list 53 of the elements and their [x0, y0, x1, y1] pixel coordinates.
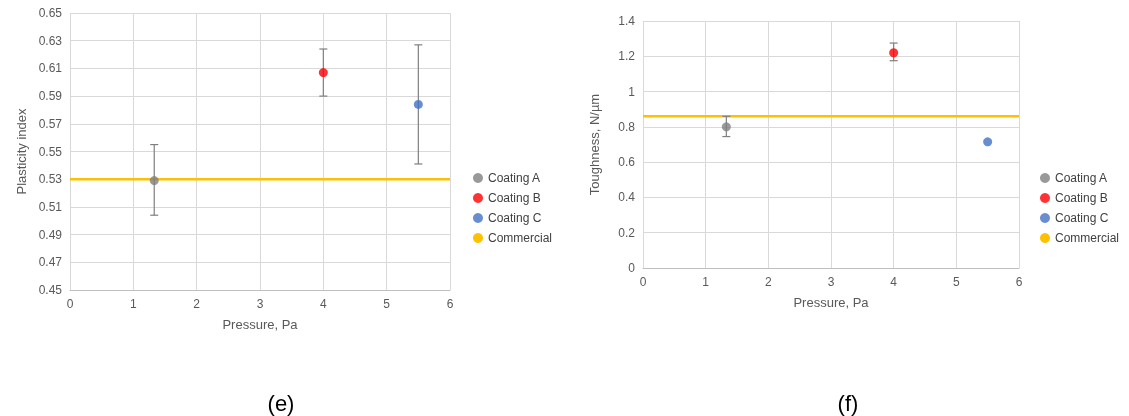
legend-label: Coating C: [487, 211, 542, 225]
y-tick-label: 0.51: [38, 199, 63, 214]
point: [983, 137, 993, 147]
legend-label: Commercial: [487, 231, 553, 245]
y-tick-label: 0.65: [38, 6, 63, 20]
legend-label: Coating A: [487, 171, 541, 185]
y-tick-label: 1.4: [618, 14, 636, 28]
x-axis-title: Pressure, Pa: [793, 295, 870, 310]
legend-label: Coating A: [1054, 171, 1108, 185]
point: [149, 176, 159, 186]
point: [889, 48, 899, 58]
y-tick-label: 0.6: [618, 155, 636, 170]
y-tick-label: 0.53: [38, 172, 63, 187]
x-tick-label: 0: [639, 275, 647, 289]
y-tick-label: 1.2: [618, 49, 636, 64]
x-tick-label: 4: [319, 297, 327, 311]
legend-label: Commercial: [1054, 231, 1120, 245]
legend-label: Coating C: [1054, 211, 1109, 225]
y-tick-label: 0: [628, 261, 636, 275]
x-tick-label: 3: [827, 275, 835, 289]
y-tick-label: 0.57: [38, 116, 63, 131]
legend-label: Coating B: [1054, 191, 1108, 205]
x-tick-label: 1: [702, 275, 710, 289]
legend-label: Coating B: [487, 191, 541, 205]
x-tick-label: 2: [193, 297, 201, 311]
x-tick-label: 6: [446, 297, 454, 311]
x-axis-title: Pressure, Pa: [222, 317, 299, 332]
x-tick-label: 0: [66, 297, 74, 311]
y-tick-label: 1: [628, 84, 636, 99]
x-tick-label: 4: [890, 275, 898, 289]
y-tick-label: 0.49: [38, 227, 63, 242]
y-axis-title: Toughness, N/µm: [587, 93, 602, 196]
y-tick-label: 0.2: [618, 225, 636, 240]
y-tick-label: 0.45: [38, 283, 63, 297]
y-axis-title: Plasticity index: [13, 108, 29, 195]
point: [721, 122, 731, 132]
point: [413, 99, 423, 109]
y-tick-label: 0.47: [38, 255, 63, 270]
x-tick-label: 6: [1015, 275, 1023, 289]
point: [318, 68, 328, 78]
y-tick-label: 0.8: [618, 119, 636, 134]
y-tick-label: 0.4: [618, 190, 636, 205]
text: (e): [267, 390, 295, 416]
y-tick-label: 0.55: [38, 144, 63, 159]
x-tick-label: 2: [764, 275, 772, 289]
y-tick-label: 0.63: [38, 33, 63, 48]
x-tick-label: 5: [383, 297, 391, 311]
x-tick-label: 1: [129, 297, 137, 311]
x-tick-label: 3: [256, 297, 264, 311]
y-tick-label: 0.61: [38, 61, 63, 76]
x-tick-label: 5: [952, 275, 960, 289]
y-tick-label: 0.59: [38, 89, 63, 104]
text: (f): [837, 390, 859, 416]
